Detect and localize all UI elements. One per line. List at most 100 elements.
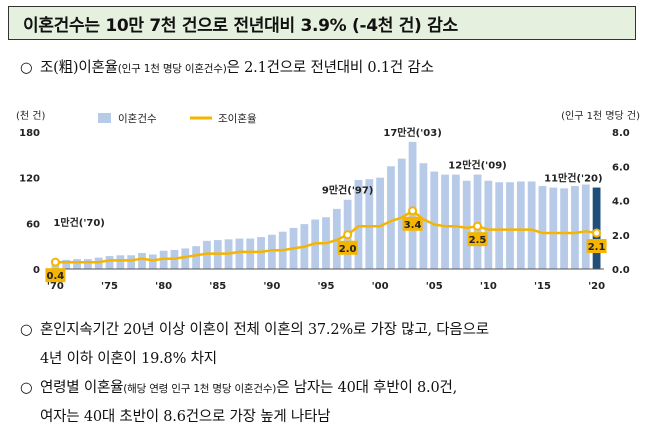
divorce-bar	[549, 187, 558, 269]
bullet-line-1: 혼인지속기간 20년 이상 이혼이 전체 이혼의 37.2%로 가장 많고, 다…	[40, 322, 489, 338]
bullet-main-text: 연령별 이혼율	[40, 380, 124, 396]
rate-marker	[50, 257, 60, 267]
bullet-crude-divorce-rate: ○ 조(粗)이혼율(인구 1천 명당 이혼건수)은 2.1건으로 전년대비 0.1…	[20, 56, 434, 77]
rate-label: 2.1	[588, 242, 606, 253]
divorce-bar	[506, 182, 514, 269]
divorce-bar	[592, 187, 601, 269]
rate-label-box	[586, 239, 607, 254]
right-axis-label: (인구 1천 명당 건)	[561, 110, 640, 122]
left-tick-label: 120	[19, 174, 40, 185]
bar-annotation: 11만건('20)	[544, 172, 602, 185]
rate-label: 2.0	[339, 244, 357, 255]
rate-label-box	[467, 232, 488, 247]
x-tick-label: '90	[263, 281, 280, 292]
divorce-bar	[451, 174, 460, 269]
divorce-bar	[62, 259, 71, 269]
divorce-bar	[127, 255, 136, 269]
bar-annotation: 9만건('97)	[322, 184, 373, 197]
divorce-bar	[365, 179, 374, 269]
divorce-bar	[419, 163, 428, 269]
x-tick-label: '00	[372, 281, 389, 292]
bullet-marriage-duration-cont: 4년 이하 이혼이 19.8% 차지	[40, 347, 217, 368]
right-tick-label: 4.0	[612, 197, 630, 208]
divorce-bar	[138, 253, 146, 269]
divorce-bar	[581, 184, 590, 269]
bullet-note: (해당 연령 인구 1천 명당 이혼건수)	[123, 383, 277, 395]
rate-marker	[592, 228, 602, 238]
divorce-bar	[387, 166, 395, 269]
divorce-bar	[235, 238, 244, 269]
divorce-bar	[203, 240, 211, 269]
x-tick-label: '75	[101, 281, 118, 292]
rate-label-box	[337, 240, 358, 255]
rate-marker	[473, 221, 483, 231]
bullet-age-divorce-rate-cont: 여자는 40대 초반이 8.6건으로 가장 높게 나타남	[40, 405, 331, 426]
divorce-bar	[527, 181, 536, 269]
rate-marker	[408, 206, 418, 216]
right-tick-label: 2.0	[612, 231, 630, 242]
divorce-bar	[192, 246, 201, 269]
divorce-bar	[495, 182, 504, 269]
bullet-rest-text: 은 남자는 40대 후반이 8.0건,	[276, 380, 458, 396]
divorce-bar	[83, 259, 92, 269]
divorce-bar	[571, 186, 579, 269]
bullet-main-text: 조(粗)이혼율	[40, 60, 118, 76]
divorce-bar	[181, 248, 190, 269]
divorce-bar	[560, 188, 569, 269]
x-tick-label: '05	[426, 281, 443, 292]
bullet-rest-text: 은 2.1건으로 전년대비 0.1건 감소	[226, 60, 434, 76]
legend-bar-swatch	[98, 113, 111, 123]
rate-label-box	[402, 216, 423, 231]
rate-label-box	[45, 268, 66, 283]
divorce-bar	[484, 180, 493, 269]
x-tick-label: '85	[209, 281, 226, 292]
divorce-bar	[73, 259, 81, 269]
rate-label: 2.5	[469, 235, 487, 246]
bullet-line-2: 4년 이하 이혼이 19.8% 차지	[40, 351, 217, 367]
bullet-marriage-duration: ○ 혼인지속기간 20년 이상 이혼이 전체 이혼의 37.2%로 가장 많고, …	[20, 318, 489, 339]
divorce-bar	[462, 180, 471, 269]
legend-bar-label: 이혼건수	[118, 112, 157, 125]
rate-label: 3.4	[404, 220, 422, 231]
bullet-symbol: ○	[20, 322, 33, 338]
divorce-bar	[354, 179, 363, 269]
divorce-bar	[148, 254, 157, 269]
divorce-bar	[105, 256, 114, 269]
x-tick-label: '20	[588, 281, 605, 292]
right-tick-label: 0.0	[612, 265, 630, 276]
divorce-bar	[408, 141, 417, 269]
divorce-bar	[397, 158, 406, 269]
divorce-bar	[516, 181, 525, 269]
divorce-bar	[376, 177, 385, 269]
page-title: 이혼건수는 10만 7천 건으로 전년대비 3.9% (-4천 건) 감소	[8, 6, 636, 40]
right-tick-label: 6.0	[612, 162, 630, 173]
x-tick-label: '15	[534, 281, 551, 292]
bar-annotation: 1만건('70)	[53, 216, 104, 229]
bullet-age-divorce-rate: ○ 연령별 이혼율(해당 연령 인구 1천 명당 이혼건수)은 남자는 40대 후…	[20, 376, 457, 397]
x-tick-label: '80	[155, 281, 172, 292]
x-tick-label: '10	[480, 281, 497, 292]
x-tick-label: '70	[47, 281, 64, 292]
divorce-chart: (천 건) (인구 1천 명당 건) 이혼건수 조이혼율 0 60 120 180 0.0 2.0…	[16, 110, 640, 292]
divorce-bar	[538, 186, 547, 269]
divorce-bar	[246, 238, 255, 269]
divorce-bar	[441, 174, 449, 269]
divorce-bar	[116, 255, 125, 269]
rate-marker	[343, 230, 353, 240]
divorce-bar	[267, 234, 276, 269]
x-tick-label: '95	[318, 281, 335, 292]
bullet-line-2: 여자는 40대 초반이 8.6건으로 가장 높게 나타남	[40, 409, 331, 425]
bullet-symbol: ○	[20, 380, 33, 396]
bullet-symbol: ○	[20, 60, 33, 76]
rate-label: 0.4	[47, 271, 65, 282]
left-tick-label: 60	[26, 219, 40, 230]
bar-annotation: 12만건('09)	[448, 159, 506, 172]
bullet-note: (인구 1천 명당 이혼건수)	[117, 63, 227, 75]
legend-line-label: 조이혼율	[218, 112, 257, 125]
left-tick-label: 180	[19, 128, 40, 139]
left-tick-label: 0	[33, 265, 40, 276]
divorce-bar	[430, 171, 439, 269]
rate-line	[55, 209, 597, 264]
title-text: 이혼건수는 10만 7천 건으로 전년대비 3.9% (-4천 건) 감소	[23, 15, 458, 36]
bar-annotation: 17만건('03)	[383, 126, 441, 139]
